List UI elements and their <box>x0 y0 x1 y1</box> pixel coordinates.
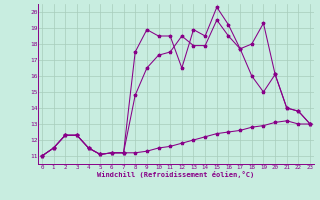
X-axis label: Windchill (Refroidissement éolien,°C): Windchill (Refroidissement éolien,°C) <box>97 171 255 178</box>
